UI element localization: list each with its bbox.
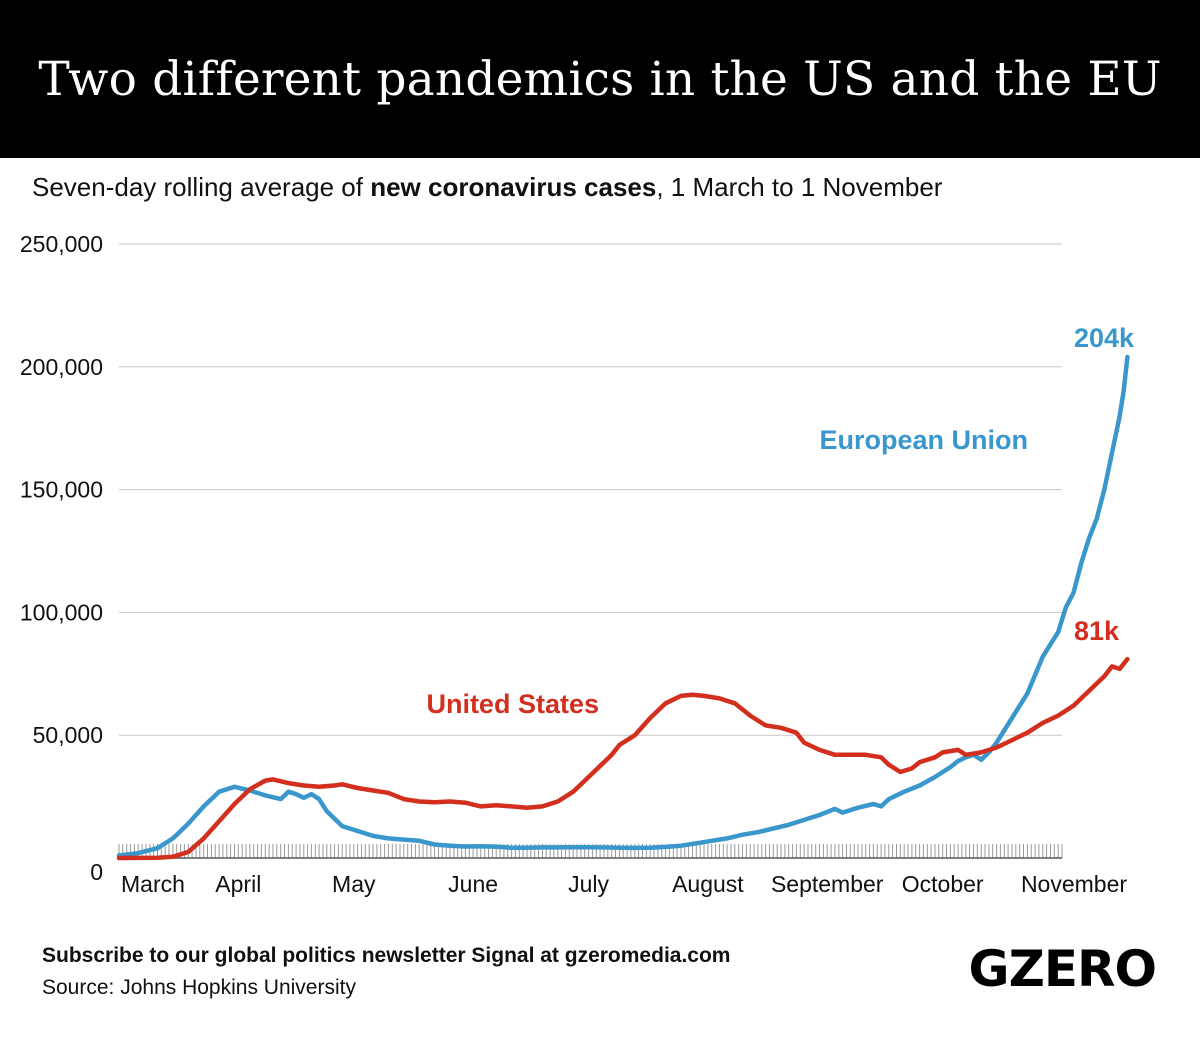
x-tick-label-april: April (215, 871, 261, 897)
newsletter-cta[interactable]: Subscribe to our global politics newslet… (42, 944, 731, 967)
series-label-united-states: United States (426, 689, 599, 719)
x-tick-label-september: September (771, 871, 884, 897)
end-label-european-union: 204k (1074, 323, 1135, 353)
series-line-united-states (116, 656, 1130, 861)
x-tick-label-november: November (1021, 871, 1127, 897)
y-tick-label-100000: 100,000 (20, 599, 103, 625)
subtitle-prefix: Seven-day rolling average of (32, 172, 371, 202)
title-banner: Two different pandemics in the US and th… (0, 0, 1200, 158)
gzero-logo: GZERO (968, 940, 1157, 998)
page-title: Two different pandemics in the US and th… (38, 51, 1162, 107)
x-tick-label-may: May (332, 871, 376, 897)
x-tick-label-june: June (448, 871, 498, 897)
subtitle-suffix: , 1 March to 1 November (656, 172, 943, 202)
y-tick-label-50000: 50,000 (33, 722, 103, 748)
source-note: Source: Johns Hopkins University (42, 976, 356, 999)
subtitle-bold: new coronavirus cases (370, 172, 657, 202)
x-tick-label-august: August (672, 871, 744, 897)
y-tick-label-200000: 200,000 (20, 354, 103, 380)
x-axis-day-ticks (118, 844, 1063, 858)
series-line-european-union (116, 354, 1130, 858)
x-tick-label-july: July (568, 871, 609, 897)
chart-subtitle: Seven-day rolling average of new coronav… (32, 172, 942, 203)
x-tick-label-october: October (902, 871, 984, 897)
end-label-united-states: 81k (1074, 616, 1120, 646)
y-tick-label-150000: 150,000 (20, 477, 103, 503)
y-tick-label-0: 0 (90, 859, 103, 885)
y-tick-label-250000: 250,000 (20, 231, 103, 257)
x-tick-label-march: March (121, 871, 185, 897)
series-label-european-union: European Union (820, 425, 1029, 455)
